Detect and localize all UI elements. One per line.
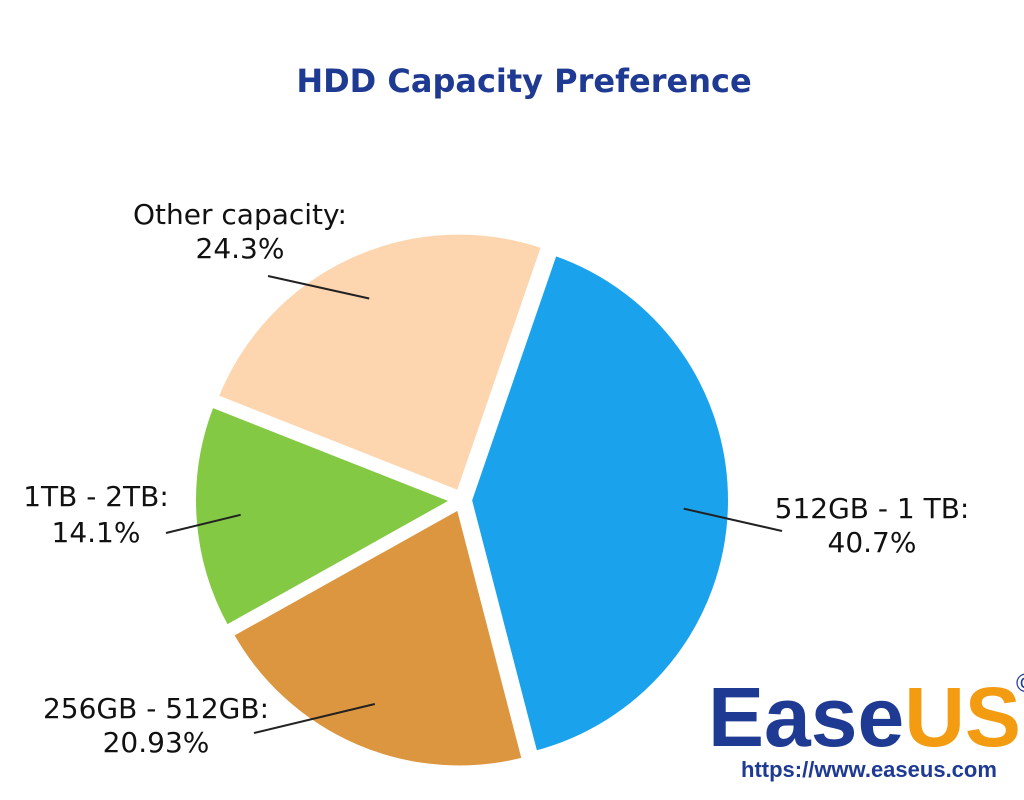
chart-title: HDD Capacity Preference bbox=[296, 62, 751, 100]
leader-line bbox=[267, 275, 370, 300]
slice-label-value: 24.3% bbox=[196, 232, 285, 265]
logo-url: https://www.easeus.com bbox=[741, 757, 997, 782]
logo-ease: Ease bbox=[708, 670, 904, 764]
slice-label-value: 20.93% bbox=[103, 726, 210, 759]
leader-line bbox=[683, 507, 783, 532]
slice-label-name: 512GB - 1 TB: bbox=[775, 492, 970, 525]
pie-slices bbox=[190, 228, 734, 772]
slice-label-name: Other capacity: bbox=[133, 198, 347, 231]
leader-line bbox=[253, 703, 376, 734]
logo-us: US bbox=[904, 670, 1021, 764]
slice-label-name: 1TB - 2TB: bbox=[23, 480, 169, 513]
pie-leader-lines bbox=[165, 275, 783, 734]
slice-label-other-capacity: Other capacity: 24.3% bbox=[133, 198, 347, 265]
pie-slice-1tb-2tb bbox=[190, 401, 459, 632]
leader-line bbox=[165, 513, 241, 534]
slice-label-256gb-512gb: 256GB - 512GB: 20.93% bbox=[43, 692, 269, 759]
pie-slice-other-capacity bbox=[212, 228, 548, 497]
pie-slice-512gb-1tb bbox=[465, 249, 734, 757]
slice-label-name: 256GB - 512GB: bbox=[43, 692, 269, 725]
slice-label-512gb-1tb: 512GB - 1 TB: 40.7% bbox=[775, 492, 970, 559]
slice-label-value: 14.1% bbox=[52, 516, 141, 549]
logo-text: EaseUS bbox=[708, 670, 1021, 764]
pie-slice-256gb-512gb bbox=[227, 503, 528, 772]
registered-mark-icon: © bbox=[1016, 668, 1024, 698]
slice-label-value: 40.7% bbox=[828, 526, 917, 559]
slice-label-1tb-2tb: 1TB - 2TB: 14.1% bbox=[23, 480, 169, 549]
easeus-logo: EaseUS © https://www.easeus.com bbox=[708, 668, 1024, 782]
